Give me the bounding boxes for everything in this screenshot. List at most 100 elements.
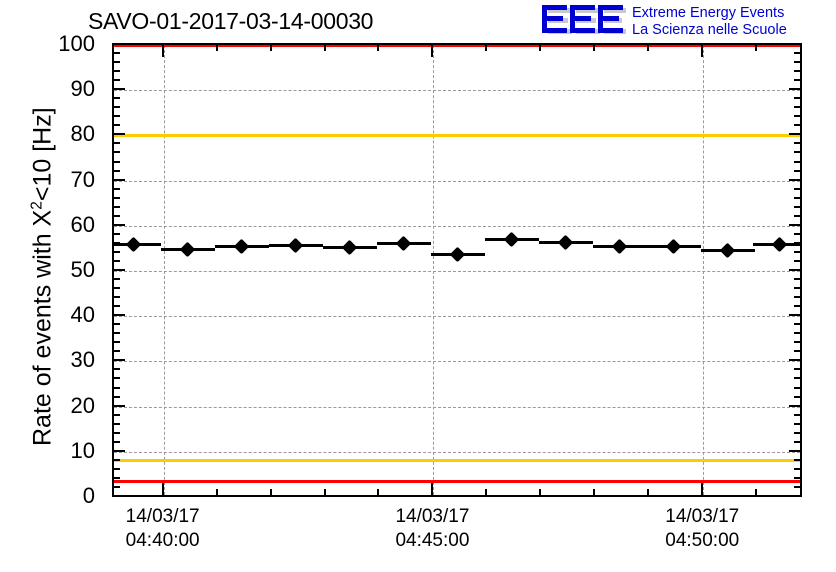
y-tick-major-right bbox=[789, 314, 802, 317]
x-tick-minor bbox=[539, 489, 542, 497]
threshold-line-lower-orange-warning bbox=[114, 459, 800, 463]
y-tick-major bbox=[112, 269, 125, 271]
x-tick-minor-top bbox=[539, 43, 542, 51]
y-tick-minor bbox=[112, 323, 120, 326]
eee-logo-text: Extreme Energy Events La Scienza nelle S… bbox=[632, 5, 787, 39]
y-tick-minor bbox=[112, 296, 120, 299]
y-tick-minor-right bbox=[794, 332, 802, 335]
data-point[interactable] bbox=[342, 239, 358, 256]
y-axis-tick-label: 100 bbox=[58, 31, 95, 56]
data-point[interactable] bbox=[126, 237, 142, 253]
y-tick-major bbox=[112, 88, 125, 91]
gridline-horizontal bbox=[114, 316, 800, 318]
y-tick-minor bbox=[112, 232, 120, 235]
x-tick-minor-top bbox=[485, 43, 488, 51]
data-point[interactable] bbox=[234, 238, 250, 254]
y-axis-tick-label: 0 bbox=[82, 483, 95, 508]
x-tick-minor-top bbox=[647, 43, 650, 51]
y-axis-tick-label: 30 bbox=[70, 347, 95, 373]
y-tick-minor-right bbox=[794, 79, 802, 82]
y-tick-minor-right bbox=[794, 413, 802, 416]
y-tick-minor-right bbox=[794, 106, 802, 109]
y-tick-minor-right bbox=[794, 52, 802, 55]
y-tick-minor bbox=[112, 458, 120, 461]
y-tick-minor-right bbox=[794, 305, 802, 308]
y-tick-minor-right bbox=[794, 350, 802, 353]
x-tick-minor bbox=[269, 489, 272, 497]
y-tick-minor-right bbox=[794, 169, 802, 172]
data-point[interactable] bbox=[395, 235, 412, 252]
y-tick-minor-right bbox=[794, 458, 802, 461]
y-tick-minor bbox=[112, 350, 120, 353]
x-tick-minor-top bbox=[593, 43, 596, 51]
y-tick-major bbox=[112, 43, 125, 45]
y-tick-minor-right bbox=[794, 323, 802, 326]
y-tick-minor-right bbox=[794, 287, 802, 290]
data-point[interactable] bbox=[772, 237, 788, 253]
x-tick-major-top bbox=[701, 43, 704, 57]
y-tick-minor-right bbox=[794, 440, 802, 443]
y-tick-major-right bbox=[789, 43, 802, 45]
y-tick-major bbox=[112, 133, 125, 136]
y-tick-major bbox=[112, 404, 125, 407]
y-tick-minor-right bbox=[794, 296, 802, 299]
y-tick-major bbox=[112, 449, 125, 452]
y-tick-major bbox=[112, 359, 125, 362]
chart-title: SAVO-01-2017-03-14-00030 bbox=[88, 8, 374, 34]
y-axis-tick-label: 60 bbox=[70, 211, 95, 237]
y-tick-minor-right bbox=[794, 368, 802, 371]
y-tick-minor bbox=[112, 395, 120, 398]
y-tick-major-right bbox=[789, 88, 802, 91]
gridline-vertical bbox=[703, 45, 705, 495]
y-tick-minor-right bbox=[794, 151, 802, 154]
y-tick-minor bbox=[112, 151, 120, 154]
data-point[interactable] bbox=[665, 238, 682, 255]
y-tick-minor bbox=[112, 476, 120, 479]
y-tick-minor bbox=[112, 485, 120, 488]
data-point[interactable] bbox=[288, 237, 304, 254]
x-tick-major-top bbox=[431, 43, 434, 57]
plot-inner bbox=[114, 45, 800, 495]
y-tick-minor-right bbox=[794, 61, 802, 64]
y-tick-minor-right bbox=[794, 160, 802, 163]
y-tick-minor-right bbox=[794, 187, 802, 190]
data-point[interactable] bbox=[719, 242, 736, 258]
y-tick-minor bbox=[112, 368, 120, 371]
y-tick-minor-right bbox=[794, 278, 802, 281]
gridline-horizontal bbox=[114, 406, 800, 408]
y-axis-tick-label: 40 bbox=[70, 302, 95, 328]
y-tick-minor-right bbox=[794, 97, 802, 100]
data-point[interactable] bbox=[557, 234, 574, 251]
y-tick-minor-right bbox=[794, 232, 802, 235]
y-tick-major-right bbox=[789, 359, 802, 362]
y-tick-minor-right bbox=[794, 142, 802, 145]
y-tick-minor bbox=[112, 305, 120, 308]
eee-logo-line1: Extreme Energy Events bbox=[632, 5, 785, 21]
y-tick-minor bbox=[112, 241, 120, 244]
y-tick-minor bbox=[112, 196, 120, 199]
y-tick-minor-right bbox=[794, 259, 802, 262]
y-tick-minor bbox=[112, 106, 120, 109]
data-point[interactable] bbox=[449, 246, 466, 263]
x-tick-minor bbox=[755, 489, 758, 497]
eee-logo-mark-icon bbox=[540, 4, 626, 40]
data-point[interactable] bbox=[503, 231, 520, 248]
threshold-line-upper-orange-warning bbox=[114, 133, 800, 137]
x-tick-minor-top bbox=[269, 43, 272, 51]
data-point[interactable] bbox=[611, 238, 628, 255]
y-tick-minor bbox=[112, 467, 120, 470]
x-axis-tick-label-date: 14/03/17 bbox=[665, 506, 740, 527]
y-tick-major-right bbox=[789, 495, 802, 497]
x-tick-minor-top bbox=[377, 43, 380, 51]
y-tick-minor-right bbox=[794, 214, 802, 217]
y-tick-minor bbox=[112, 70, 120, 73]
y-tick-minor bbox=[112, 160, 120, 163]
y-tick-minor bbox=[112, 278, 120, 281]
y-tick-major bbox=[112, 314, 125, 317]
y-tick-major-right bbox=[789, 223, 802, 226]
data-point[interactable] bbox=[180, 241, 196, 258]
x-tick-major bbox=[161, 483, 164, 497]
x-tick-major bbox=[431, 483, 434, 497]
x-axis-tick-label-time: 04:45:00 bbox=[395, 530, 470, 551]
